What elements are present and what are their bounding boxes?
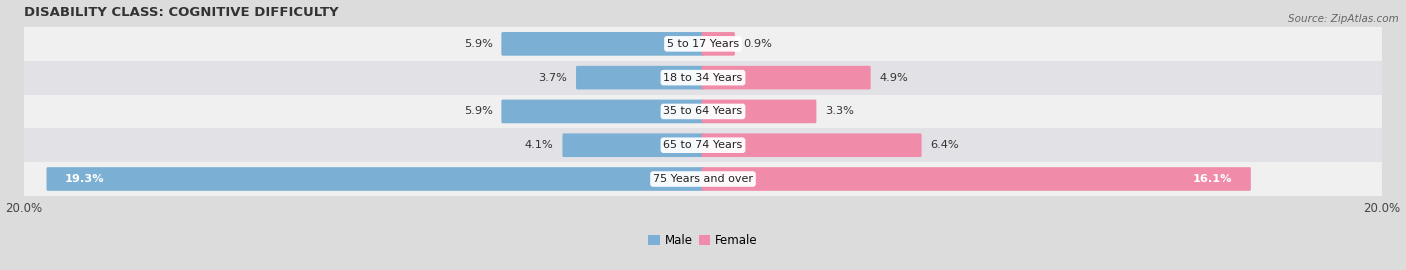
Text: 3.3%: 3.3% [825,106,853,116]
Text: 4.1%: 4.1% [524,140,554,150]
Text: 0.9%: 0.9% [744,39,773,49]
FancyBboxPatch shape [702,66,870,89]
Legend: Male, Female: Male, Female [644,230,762,252]
Text: 5.9%: 5.9% [464,106,492,116]
FancyBboxPatch shape [562,133,704,157]
FancyBboxPatch shape [502,100,704,123]
Text: 16.1%: 16.1% [1194,174,1233,184]
Text: 5 to 17 Years: 5 to 17 Years [666,39,740,49]
Text: 5.9%: 5.9% [464,39,492,49]
FancyBboxPatch shape [702,32,735,56]
Text: 18 to 34 Years: 18 to 34 Years [664,73,742,83]
Text: 65 to 74 Years: 65 to 74 Years [664,140,742,150]
Text: 75 Years and over: 75 Years and over [652,174,754,184]
Bar [7,162,1399,196]
Bar [7,94,1399,128]
Bar [7,27,1399,61]
FancyBboxPatch shape [702,133,921,157]
Text: 3.7%: 3.7% [538,73,567,83]
Bar [7,128,1399,162]
FancyBboxPatch shape [702,167,1251,191]
FancyBboxPatch shape [502,32,704,56]
Bar [7,61,1399,94]
FancyBboxPatch shape [46,167,704,191]
FancyBboxPatch shape [576,66,704,89]
Text: 19.3%: 19.3% [65,174,104,184]
Text: Source: ZipAtlas.com: Source: ZipAtlas.com [1288,14,1399,23]
Text: 4.9%: 4.9% [880,73,908,83]
Text: DISABILITY CLASS: COGNITIVE DIFFICULTY: DISABILITY CLASS: COGNITIVE DIFFICULTY [24,6,339,19]
Text: 6.4%: 6.4% [931,140,959,150]
Text: 35 to 64 Years: 35 to 64 Years [664,106,742,116]
FancyBboxPatch shape [702,100,817,123]
